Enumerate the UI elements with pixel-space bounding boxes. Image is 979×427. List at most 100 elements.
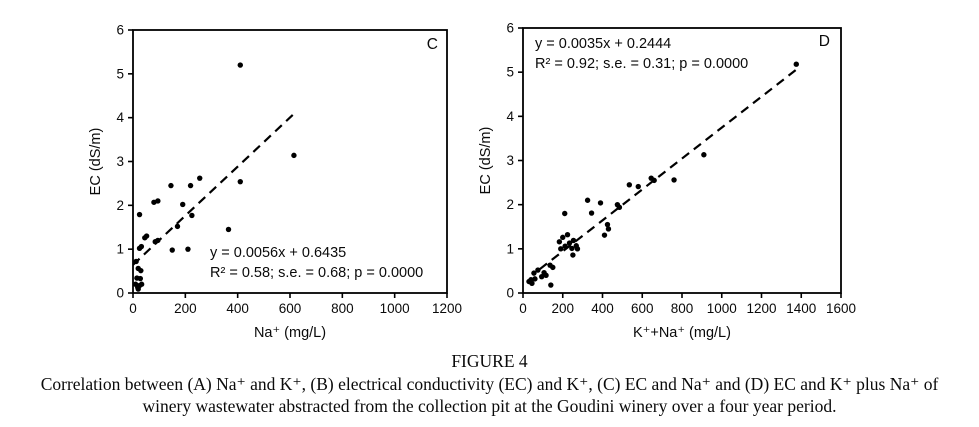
data-point [635, 183, 641, 190]
data-point [168, 182, 174, 189]
scatter-chart-ec-vs-na: 0 200 400 600 800 1000 1200 0 1 2 3 4 5 6 y = 0.0056x … [88, 23, 462, 342]
data-point [174, 223, 181, 230]
data-point [133, 258, 139, 265]
data-point [626, 182, 633, 188]
x-tick-label: 400 [591, 301, 614, 316]
y-tick-label: 5 [506, 65, 514, 80]
x-axis-title: K⁺+Na⁺ (mg/L) [633, 325, 731, 341]
data-point [185, 246, 191, 252]
data-point [604, 221, 611, 228]
data-point [548, 282, 554, 288]
y-tick-label: 5 [116, 66, 124, 81]
panel-label: D [819, 33, 830, 50]
panel-label: C [427, 36, 438, 53]
data-point [562, 210, 568, 217]
x-tick-label: 1400 [786, 301, 816, 316]
data-point [189, 212, 195, 219]
data-point [538, 273, 545, 280]
x-tick-label: 600 [631, 301, 654, 316]
data-point [558, 246, 564, 252]
data-point [155, 198, 161, 204]
stats-text: R² = 0.58; s.e. = 0.68; p = 0.0000 [210, 265, 423, 281]
data-point [138, 281, 145, 287]
data-point [556, 239, 563, 245]
data-point [291, 152, 297, 159]
x-tick-label: 1000 [380, 301, 410, 316]
data-point [584, 197, 591, 203]
trend-line [539, 66, 800, 270]
data-point [566, 240, 573, 246]
y-tick-label: 1 [116, 242, 124, 257]
data-point [601, 232, 608, 238]
data-point [169, 247, 175, 253]
x-tick-label: 1600 [826, 301, 856, 316]
data-point [564, 232, 571, 238]
data-point [569, 245, 575, 252]
data-point [570, 237, 577, 244]
data-point [529, 280, 535, 286]
data-point [137, 275, 144, 282]
data-point [136, 211, 143, 218]
y-axis-title: EC (dS/m) [88, 128, 104, 196]
x-tick-label: 1200 [432, 301, 462, 316]
y-tick-label: 3 [116, 154, 124, 169]
data-point [651, 177, 657, 184]
data-point [574, 246, 581, 252]
data-point [543, 272, 549, 279]
y-tick-label: 6 [506, 21, 514, 36]
data-point [588, 210, 595, 216]
data-point [671, 177, 677, 183]
figure-caption-title: FIGURE 4 [451, 351, 528, 371]
x-tick-label: 0 [129, 301, 137, 316]
y-tick-label: 1 [506, 241, 514, 256]
y-tick-label: 4 [116, 110, 124, 125]
data-point [138, 243, 145, 250]
data-point [562, 243, 568, 249]
data-point [155, 237, 161, 244]
stats-text: R² = 0.92; s.e. = 0.31; p = 0.0000 [535, 56, 748, 72]
y-tick-label: 2 [506, 197, 514, 212]
x-tick-label: 800 [331, 301, 354, 316]
data-point [616, 204, 623, 211]
data-point [197, 175, 203, 181]
y-axis-title: EC (dS/m) [478, 127, 494, 195]
data-point [225, 226, 232, 233]
x-tick-label: 0 [519, 301, 527, 316]
data-point [187, 182, 194, 189]
data-point [535, 267, 541, 273]
data-point [570, 252, 576, 258]
data-point [143, 233, 150, 239]
x-tick-label: 600 [279, 301, 302, 316]
data-point [793, 61, 799, 67]
scatter-chart-ec-vs-k-plus-na: 0 200 400 600 800 1000 1200 1400 1600 0 1 2 3 4 5 6 y = … [478, 21, 856, 342]
data-point [531, 270, 537, 276]
data-point [138, 267, 144, 274]
x-tick-label: 400 [226, 301, 249, 316]
x-tick-label: 1200 [746, 301, 776, 316]
y-tick-label: 3 [506, 153, 514, 168]
data-point [135, 286, 141, 292]
figure-caption: FIGURE 4 Correlation between (A) Na⁺ and… [0, 350, 979, 417]
y-tick-label: 0 [116, 286, 124, 301]
x-axis-title: Na⁺ (mg/L) [254, 325, 326, 341]
data-point [237, 62, 243, 68]
data-point [550, 264, 556, 271]
x-tick-label: 200 [551, 301, 574, 316]
figure-caption-line2: winery wastewater abstracted from the co… [142, 396, 837, 416]
data-point [560, 234, 566, 241]
data-point [597, 200, 604, 206]
data-point [605, 226, 612, 232]
x-tick-label: 200 [174, 301, 197, 316]
y-tick-label: 0 [506, 286, 514, 301]
x-tick-label: 1000 [707, 301, 737, 316]
x-tick-label: 800 [671, 301, 694, 316]
data-point [237, 178, 243, 185]
data-point [701, 152, 707, 158]
figure-caption-line1: Correlation between (A) Na⁺ and K⁺, (B) … [40, 374, 939, 394]
equation-text: y = 0.0035x + 0.2444 [535, 36, 671, 52]
y-tick-label: 4 [506, 109, 514, 124]
equation-text: y = 0.0056x + 0.6435 [210, 245, 346, 261]
y-tick-label: 2 [116, 198, 124, 213]
data-point [180, 201, 186, 208]
